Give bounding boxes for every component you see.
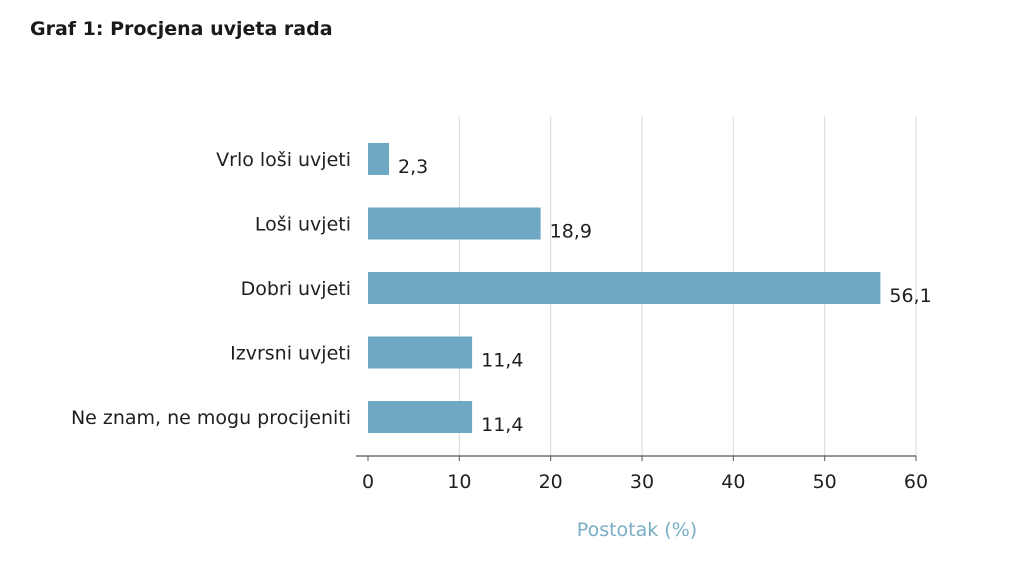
tick-label: 30	[630, 471, 654, 493]
value-label: 2,3	[398, 156, 428, 178]
tick-labels: 0 10 20 30 40 50 60	[362, 471, 928, 493]
value-labels: 2,3 18,9 56,1 11,4 11,4	[398, 156, 932, 436]
bars	[368, 143, 881, 433]
tick-label: 50	[813, 471, 837, 493]
category-label: Izvrsni uvjeti	[230, 343, 351, 365]
bar	[368, 401, 473, 433]
tick-label: 20	[539, 471, 563, 493]
category-labels: Vrlo loši uvjeti Loši uvjeti Dobri uvjeti I…	[71, 149, 351, 429]
category-label: Loši uvjeti	[255, 214, 351, 236]
bar	[368, 207, 541, 240]
tick-label: 60	[904, 471, 928, 493]
category-label: Dobri uvjeti	[241, 278, 351, 300]
x-axis-title: Postotak (%)	[577, 519, 697, 541]
tick-label: 40	[721, 471, 745, 493]
value-label: 18,9	[550, 221, 592, 243]
value-label: 11,4	[481, 350, 523, 372]
category-label: Vrlo loši uvjeti	[216, 149, 351, 171]
bar	[368, 143, 390, 175]
bar	[368, 336, 473, 369]
value-label: 11,4	[481, 414, 523, 436]
value-label: 56,1	[889, 285, 931, 307]
tick-label: 10	[447, 471, 471, 493]
category-label: Ne znam, ne mogu procijeniti	[71, 407, 351, 429]
bar	[368, 272, 881, 304]
chart-title: Graf 1: Procjena uvjeta rada	[30, 18, 333, 40]
tick-label: 0	[362, 471, 374, 493]
